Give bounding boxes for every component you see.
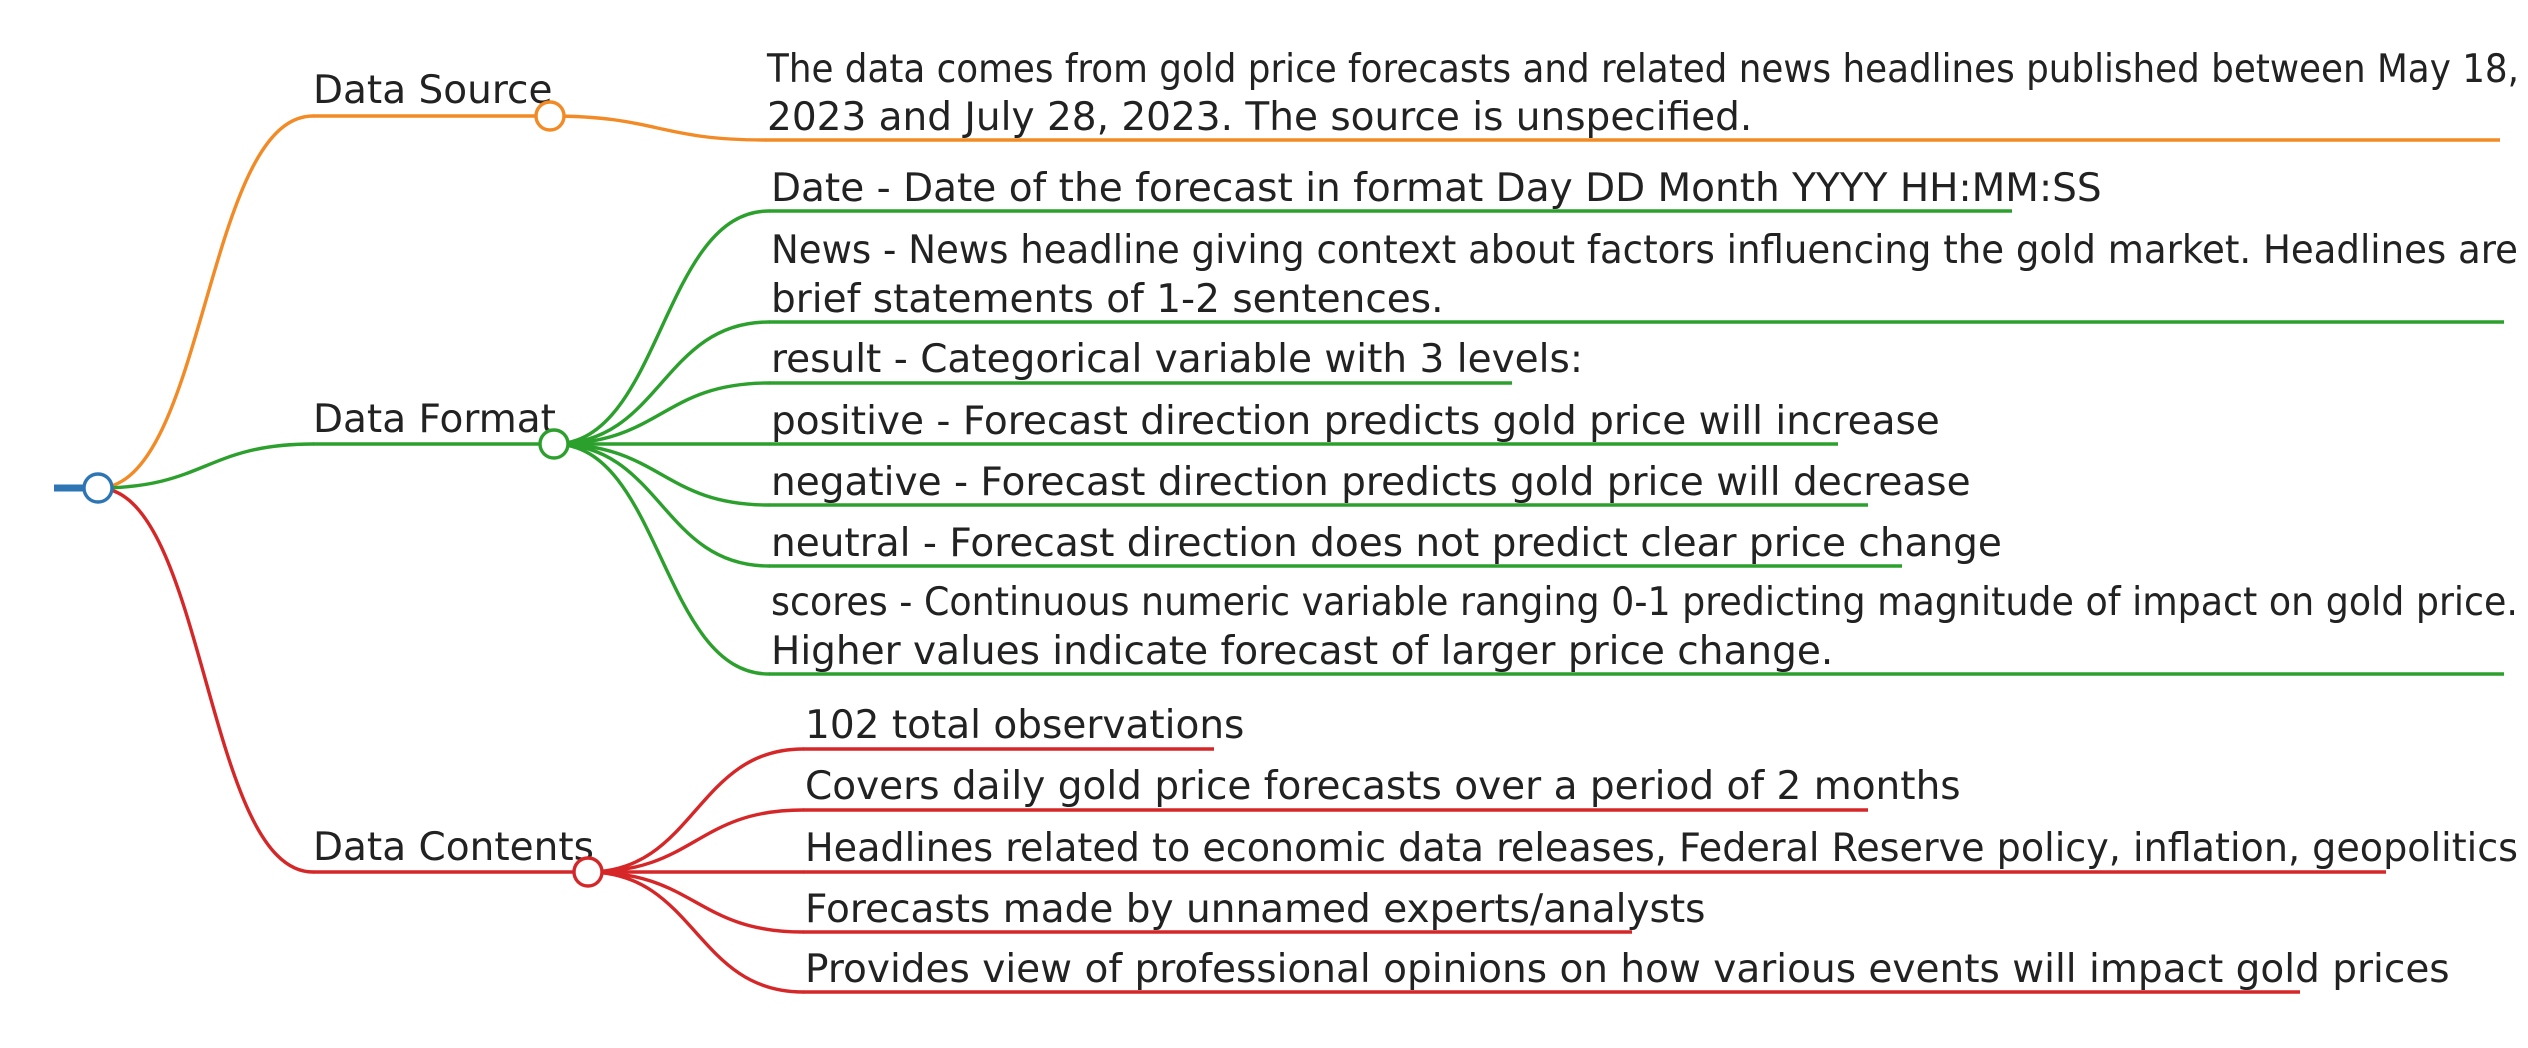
item-text-contents-2-line-0: Headlines related to economic data relea…	[805, 826, 2518, 871]
mind-map-underlines	[313, 114, 2504, 994]
mind-map-edges	[54, 114, 805, 994]
item-text-format-5-line-0: neutral - Forecast direction does not pr…	[771, 521, 2002, 566]
branch-node-contents[interactable]	[572, 856, 604, 888]
branch-label-format: Data Format	[313, 397, 556, 442]
item-text-contents-4-line-0: Provides view of professional opinions o…	[805, 947, 2450, 992]
item-text-format-1-line-0: News - News headline giving context abou…	[771, 228, 2518, 273]
item-text-source-0-line-1: 2023 and July 28, 2023. The source is un…	[767, 95, 1752, 140]
item-text-format-4-line-0: negative - Forecast direction predicts g…	[771, 460, 1971, 505]
edge-contents-item-0	[586, 747, 805, 874]
edge-root-source	[96, 114, 315, 490]
edge-format-item-6	[552, 442, 771, 676]
edge-root-format	[96, 442, 315, 490]
item-text-contents-3-line-0: Forecasts made by unnamed experts/analys…	[805, 887, 1706, 932]
edge-format-item-4	[552, 442, 771, 507]
edge-root-contents	[96, 486, 315, 874]
edge-format-item-2	[552, 381, 771, 446]
edge-contents-item-3	[586, 870, 805, 934]
edge-source-item-0	[548, 114, 767, 142]
item-text-format-6-line-1: Higher values indicate forecast of large…	[771, 629, 1833, 674]
edge-format-item-1	[552, 320, 771, 446]
root-node[interactable]	[82, 472, 114, 504]
branch-label-contents: Data Contents	[313, 825, 594, 870]
branch-node-format[interactable]	[538, 428, 570, 460]
item-text-format-1-line-1: brief statements of 1-2 sentences.	[771, 277, 1444, 322]
item-text-source-0-line-0: The data comes from gold price forecasts…	[766, 47, 2519, 92]
edge-contents-item-1	[586, 808, 805, 874]
edge-format-item-0	[552, 209, 771, 446]
item-text-format-2-line-0: result - Categorical variable with 3 lev…	[771, 337, 1583, 382]
item-text-contents-0-line-0: 102 total observations	[805, 703, 1244, 748]
edge-contents-item-4	[586, 870, 805, 994]
mind-map-labels: Data Source The data comes from gold pric…	[313, 47, 2519, 992]
mind-map-nodes	[82, 100, 604, 888]
item-text-contents-1-line-0: Covers daily gold price forecasts over a…	[805, 764, 1961, 809]
item-text-format-0-line-0: Date - Date of the forecast in format Da…	[771, 166, 2102, 211]
branch-label-source: Data Source	[313, 68, 552, 113]
item-text-format-6-line-0: scores - Continuous numeric variable ran…	[771, 580, 2518, 625]
item-text-format-3-line-0: positive - Forecast direction predicts g…	[771, 399, 1940, 444]
edge-format-item-5	[552, 442, 771, 568]
branch-node-source[interactable]	[534, 100, 566, 132]
